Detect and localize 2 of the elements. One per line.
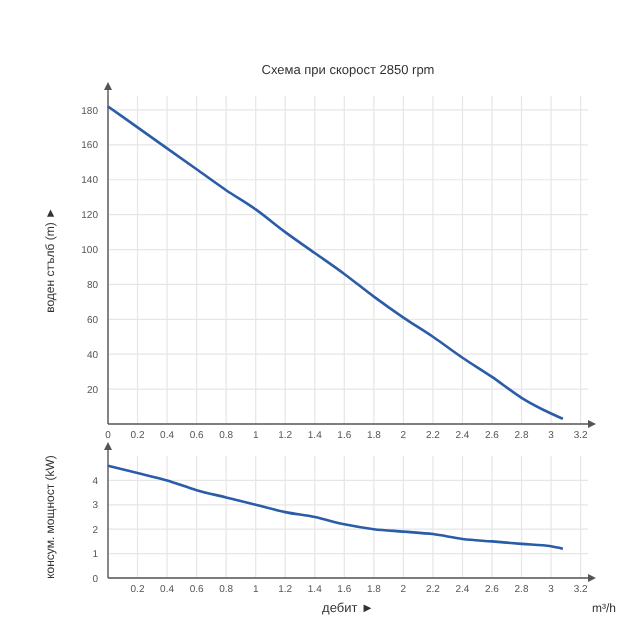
line-series xyxy=(106,105,565,421)
line-series xyxy=(106,464,565,551)
